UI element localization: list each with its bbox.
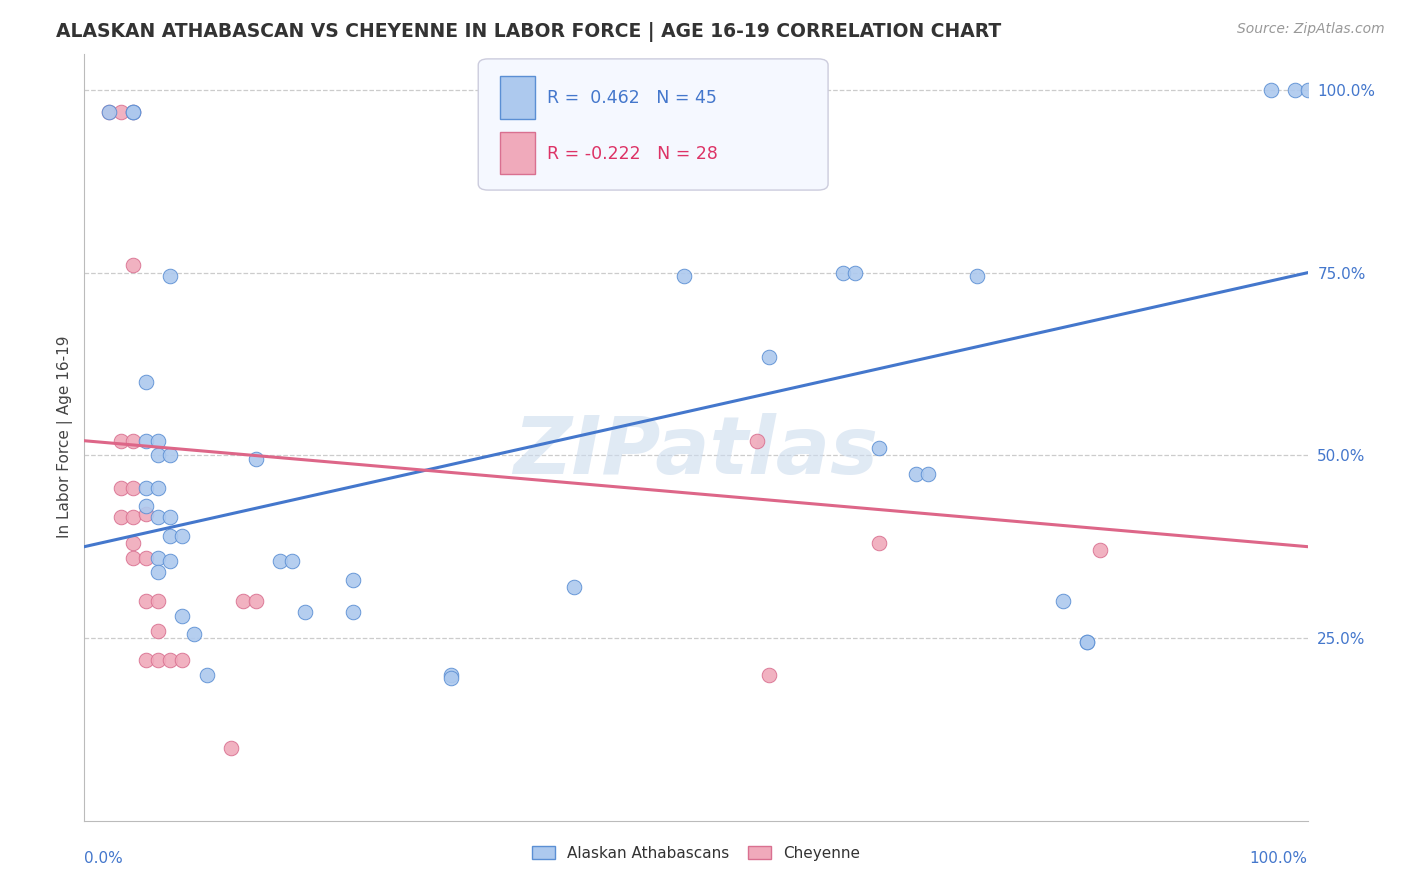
Point [135, 376, 157, 390]
Point [342, 573, 364, 587]
Point [146, 653, 169, 667]
Point [122, 105, 145, 120]
Point [758, 667, 780, 681]
Point [159, 554, 181, 568]
Point [1076, 634, 1098, 648]
Point [159, 529, 181, 543]
Point [562, 580, 585, 594]
Point [869, 536, 891, 550]
Point [172, 653, 194, 667]
Point [1088, 543, 1111, 558]
Point [122, 536, 145, 550]
Point [146, 481, 169, 495]
Point [172, 609, 194, 624]
Point [146, 566, 169, 580]
Point [97, 105, 120, 120]
Point [146, 434, 169, 448]
Text: R = -0.222   N = 28: R = -0.222 N = 28 [547, 145, 717, 163]
Point [122, 550, 145, 565]
Y-axis label: In Labor Force | Age 16-19: In Labor Force | Age 16-19 [58, 335, 73, 539]
Point [110, 105, 132, 120]
Point [245, 452, 267, 467]
Point [966, 269, 988, 284]
Point [232, 594, 254, 608]
Point [159, 448, 181, 462]
Text: ZIPatlas: ZIPatlas [513, 413, 879, 491]
Point [1076, 634, 1098, 648]
Point [110, 510, 132, 524]
Point [110, 434, 132, 448]
FancyBboxPatch shape [478, 59, 828, 190]
Point [869, 441, 891, 455]
Point [146, 510, 169, 524]
Point [122, 481, 145, 495]
Point [135, 434, 157, 448]
Point [1260, 83, 1282, 97]
Text: R =  0.462   N = 45: R = 0.462 N = 45 [547, 89, 717, 107]
Point [195, 667, 218, 681]
Text: 100.0%: 100.0% [1250, 851, 1308, 866]
Point [159, 269, 181, 284]
Point [294, 606, 316, 620]
Point [97, 105, 120, 120]
Legend: Alaskan Athabascans, Cheyenne: Alaskan Athabascans, Cheyenne [526, 839, 866, 867]
Point [245, 594, 267, 608]
Point [146, 448, 169, 462]
Point [342, 606, 364, 620]
Point [146, 594, 169, 608]
Text: Source: ZipAtlas.com: Source: ZipAtlas.com [1237, 22, 1385, 37]
Point [135, 594, 157, 608]
Point [219, 740, 242, 755]
Point [1296, 83, 1319, 97]
Point [281, 554, 304, 568]
Point [183, 627, 205, 641]
Point [172, 529, 194, 543]
Point [122, 434, 145, 448]
Point [135, 507, 157, 521]
Point [122, 105, 145, 120]
Point [122, 510, 145, 524]
Point [135, 550, 157, 565]
Point [135, 500, 157, 514]
Point [135, 653, 157, 667]
Point [440, 671, 463, 685]
Point [146, 624, 169, 638]
Bar [501, 77, 534, 119]
Point [831, 266, 853, 280]
Point [159, 653, 181, 667]
Point [122, 105, 145, 120]
Point [758, 350, 780, 364]
Text: 0.0%: 0.0% [84, 851, 124, 866]
Point [269, 554, 291, 568]
Bar [501, 132, 534, 175]
Point [844, 266, 866, 280]
Point [122, 259, 145, 273]
Point [917, 467, 939, 481]
Point [135, 481, 157, 495]
Point [1052, 594, 1074, 608]
Point [440, 667, 463, 681]
Point [747, 434, 769, 448]
Point [672, 269, 695, 284]
Point [905, 467, 928, 481]
Point [146, 550, 169, 565]
Point [159, 510, 181, 524]
Point [1284, 83, 1306, 97]
Text: ALASKAN ATHABASCAN VS CHEYENNE IN LABOR FORCE | AGE 16-19 CORRELATION CHART: ALASKAN ATHABASCAN VS CHEYENNE IN LABOR … [56, 22, 1001, 42]
Point [110, 481, 132, 495]
